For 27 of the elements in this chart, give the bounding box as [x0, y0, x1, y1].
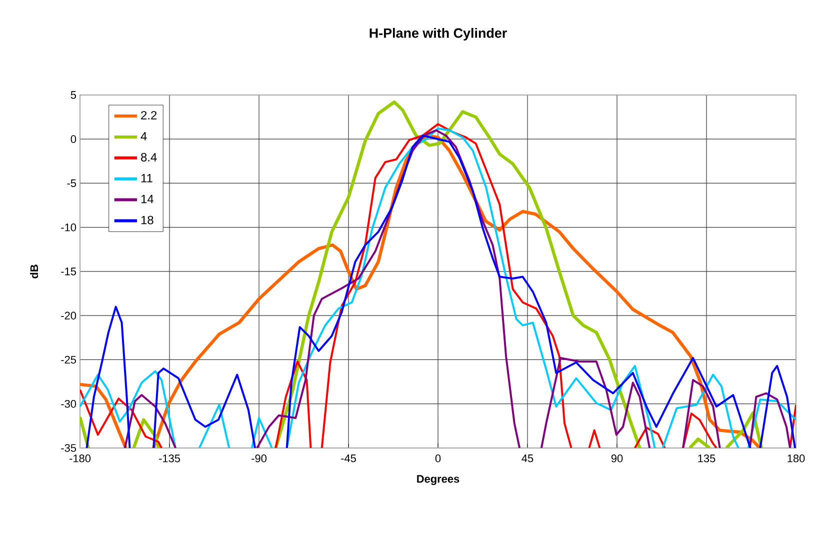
y-axis-title: dB [30, 264, 38, 278]
x-tick-label: 180 [788, 454, 805, 462]
legend-label: 8.4 [141, 153, 157, 162]
x-tick-label: -135 [159, 454, 180, 462]
x-tick-label: -90 [252, 454, 266, 462]
legend-label: 4 [140, 132, 147, 140]
y-tick-label: 0 [70, 135, 76, 143]
legend-label: 2.2 [141, 111, 157, 120]
y-tick-label: -25 [61, 356, 76, 364]
x-tick-label: 90 [611, 454, 623, 462]
y-tick-label: -35 [61, 444, 76, 452]
x-tick-label: 0 [435, 454, 441, 462]
y-tick-label: -20 [61, 312, 76, 320]
y-tick-label: 5 [70, 91, 76, 99]
x-axis-title: Degrees [417, 475, 460, 485]
legend-label: 18 [141, 216, 154, 224]
x-tick-label: -180 [70, 454, 91, 462]
y-tick-label: -10 [61, 223, 76, 232]
chart-title: H-Plane with Cylinder [370, 28, 507, 40]
y-tick-label: -15 [61, 268, 76, 276]
legend-label: 14 [141, 194, 154, 204]
y-tick-label: -30 [61, 400, 76, 408]
y-tick-label: -5 [67, 179, 76, 188]
x-tick-label: 135 [698, 454, 716, 462]
x-tick-label: 45 [522, 454, 534, 462]
x-tick-label: -45 [341, 454, 356, 462]
legend-label: 11 [141, 174, 152, 182]
